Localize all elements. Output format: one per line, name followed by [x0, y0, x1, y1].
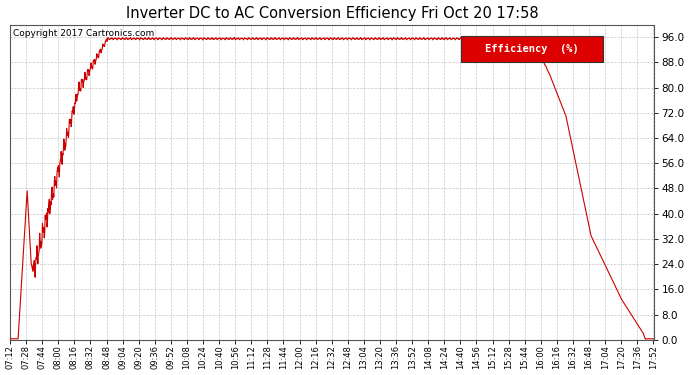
Text: Copyright 2017 Cartronics.com: Copyright 2017 Cartronics.com — [13, 29, 155, 38]
FancyBboxPatch shape — [461, 36, 603, 62]
Text: Efficiency  (%): Efficiency (%) — [485, 44, 579, 54]
Title: Inverter DC to AC Conversion Efficiency Fri Oct 20 17:58: Inverter DC to AC Conversion Efficiency … — [126, 6, 538, 21]
